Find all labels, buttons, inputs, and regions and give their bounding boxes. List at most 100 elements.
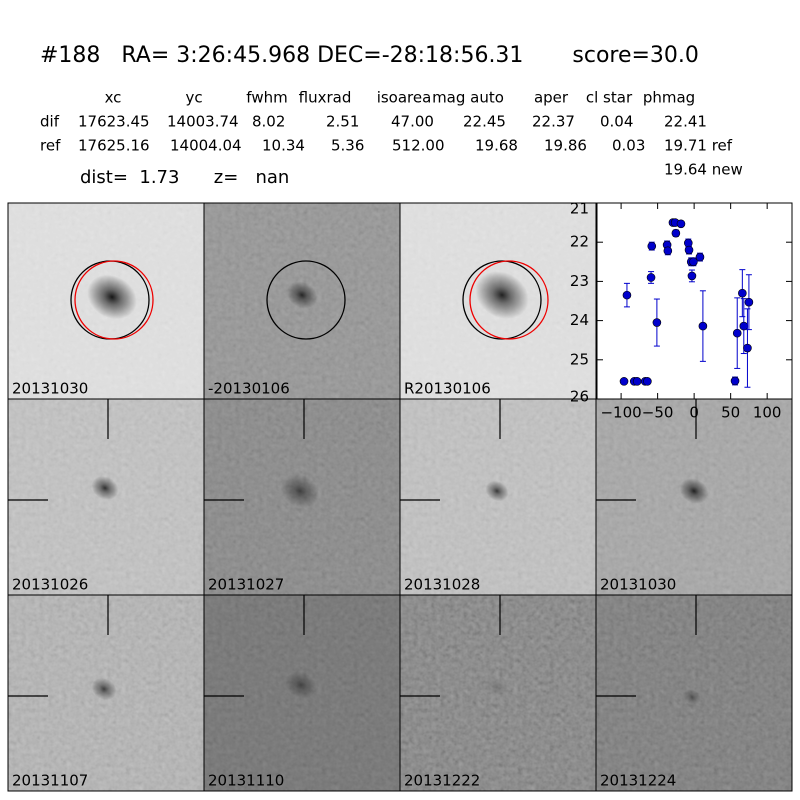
point <box>632 377 642 386</box>
cell: 17623.45 <box>78 113 150 131</box>
row-label: dif <box>40 113 60 131</box>
image-panel: 20131026 <box>7 398 205 596</box>
plot-area <box>597 203 792 399</box>
source <box>91 677 117 701</box>
column-header: fwhm <box>246 89 287 107</box>
cell: 5.36 <box>331 137 364 155</box>
image-panel: 20131107 <box>7 594 205 792</box>
column-header: isoarea <box>377 89 432 107</box>
column-header: mag auto <box>432 89 504 107</box>
y-tick-label: 25 <box>570 350 589 368</box>
column-header: aper <box>534 89 569 107</box>
panel-frame <box>595 594 793 792</box>
cell: 2.51 <box>326 113 359 131</box>
point <box>738 288 747 298</box>
image-panel: 20131028 <box>399 398 597 596</box>
new-mag: 19.64 new <box>664 161 743 179</box>
panel-label: -20130106 <box>208 380 290 398</box>
column-header: phmag <box>643 89 695 107</box>
panel-label: R20130106 <box>404 380 491 398</box>
cell: 14003.74 <box>167 113 239 131</box>
source <box>285 671 317 699</box>
point <box>646 273 656 282</box>
point <box>663 246 673 256</box>
image-panel: 20131030 <box>595 398 793 596</box>
y-tick-label: 21 <box>570 200 589 218</box>
panel-label: 20131027 <box>208 576 284 594</box>
image-panel: R20130106 <box>399 202 597 400</box>
point <box>687 271 697 281</box>
panel-label: 20131110 <box>208 772 284 790</box>
plot-frame <box>596 202 793 400</box>
point <box>671 228 681 238</box>
point <box>739 321 749 331</box>
point <box>643 377 652 386</box>
source <box>286 281 318 309</box>
cell: 19.68 <box>475 137 518 155</box>
cell: 22.41 <box>664 113 707 131</box>
title: #188 RA= 3:26:45.968 DEC=-28:18:56.31 sc… <box>40 43 699 68</box>
point <box>647 241 657 251</box>
dist: dist= 1.73 z= nan <box>80 167 289 188</box>
point <box>619 377 629 386</box>
point <box>684 245 694 255</box>
image-panel: 20131224 <box>595 594 793 792</box>
column-header: xc <box>105 89 122 107</box>
cell: 22.37 <box>532 113 575 131</box>
image-panel: -20130106 <box>203 202 401 400</box>
point <box>676 219 686 229</box>
source <box>683 689 701 705</box>
aperture-circle <box>74 260 154 340</box>
image-panel: 20131110 <box>203 594 401 792</box>
image-panel: 20131222 <box>399 594 597 792</box>
row-label: ref <box>40 137 61 155</box>
cell: 47.00 <box>391 113 434 131</box>
y-tick-label: 23 <box>570 272 589 290</box>
point <box>730 376 740 386</box>
column-header: yc <box>185 89 202 107</box>
cell: 14004.04 <box>170 137 242 155</box>
y-tick-label: 22 <box>570 233 589 251</box>
y-tick-label: 26 <box>570 388 589 406</box>
point <box>622 290 632 300</box>
aperture-circle <box>469 260 549 340</box>
cell: 0.04 <box>600 113 633 131</box>
source <box>87 274 137 320</box>
point <box>695 252 705 262</box>
panel-label: 20131030 <box>600 576 676 594</box>
point <box>744 297 754 307</box>
x-tick-label: −100 <box>600 404 641 422</box>
panel-label: 20131028 <box>404 576 480 594</box>
source <box>485 480 509 502</box>
point <box>652 318 662 327</box>
point <box>732 328 742 338</box>
cell: 10.34 <box>262 137 305 155</box>
source <box>280 473 320 509</box>
x-tick-label: 50 <box>721 404 740 422</box>
point <box>743 343 752 353</box>
x-tick-label: 100 <box>753 404 782 422</box>
cell: 19.71 ref <box>664 137 733 155</box>
cell: 0.03 <box>612 137 645 155</box>
y-tick-label: 24 <box>570 311 589 329</box>
column-header: fluxrad <box>299 89 352 107</box>
panel-label: 20131107 <box>12 772 88 790</box>
panel-label: 20131026 <box>12 576 88 594</box>
source <box>679 478 709 504</box>
cell: 19.86 <box>544 137 587 155</box>
aperture-circle <box>266 260 346 340</box>
panel-label: 20131030 <box>12 380 88 398</box>
cell: 22.45 <box>463 113 506 131</box>
point <box>689 257 698 267</box>
image-panel: 20131027 <box>203 398 401 596</box>
source <box>487 678 507 696</box>
x-tick-label: −50 <box>642 404 674 422</box>
cell: 17625.16 <box>78 137 150 155</box>
column-header: cl star <box>586 89 633 107</box>
source <box>91 476 119 500</box>
cell: 512.00 <box>392 137 445 155</box>
source <box>475 271 529 319</box>
panel-label: 20131222 <box>404 772 480 790</box>
